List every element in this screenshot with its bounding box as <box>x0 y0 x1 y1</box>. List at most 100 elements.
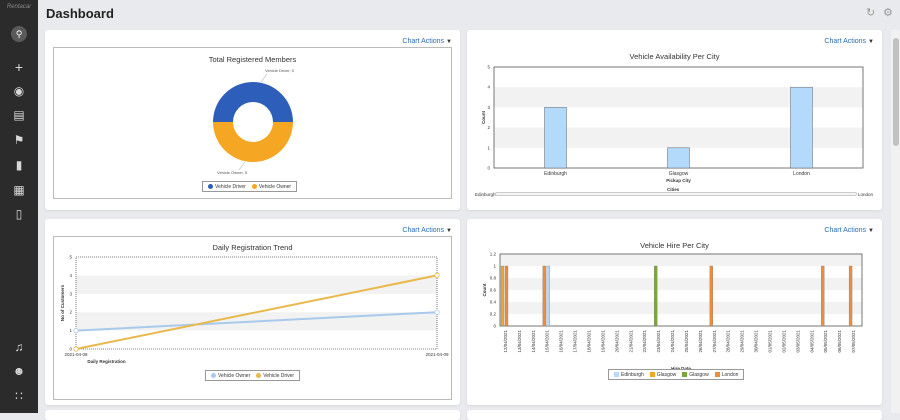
x-tick-label: 27/04/2021 <box>712 330 717 353</box>
page-title: Dashboard <box>46 6 114 21</box>
x-tick-label: 2021-04-08 <box>64 352 88 357</box>
x-axis-label: Daily Registration <box>87 359 126 364</box>
legend-label: Edinburgh <box>621 371 644 378</box>
legend-item[interactable]: Vehicle Driver <box>208 184 246 190</box>
x-tick-label: 18/04/2021 <box>587 330 592 353</box>
y-tick-label: 0 <box>69 347 72 352</box>
bar <box>546 265 550 327</box>
legend-item[interactable]: Edinburgh <box>614 372 644 378</box>
user-icon[interactable]: ☻ <box>12 364 26 378</box>
y-tick-label: 0 <box>487 166 490 171</box>
top-bar: Dashboard ↻ ⚙ <box>38 0 900 26</box>
caret-down-icon: ▼ <box>868 228 874 234</box>
slider-start-label: Edinburgh <box>475 192 496 197</box>
y-tick-label: 1 <box>69 328 72 333</box>
y-tick-label: 5 <box>69 255 72 260</box>
legend-swatch <box>256 373 262 378</box>
y-tick-label: 0.8 <box>490 276 497 281</box>
y-tick-label: 0.2 <box>490 312 497 317</box>
next-card-left <box>45 410 460 420</box>
trend-line-chart: 0 1 2 3 4 5 2021-04-08 2021-04-09 Daily Registra… <box>60 255 449 365</box>
chart-actions-label: Chart Actions <box>402 227 445 234</box>
x-tick-label: 05/05/2021 <box>823 330 828 353</box>
plot-border <box>75 256 438 350</box>
chart-actions-button[interactable]: Chart Actions ▼ <box>824 38 874 45</box>
data-label-leader <box>238 161 246 171</box>
x-tick-label: 04/05/2021 <box>809 330 814 353</box>
legend-swatch <box>251 184 257 189</box>
x-tick-label: 01/05/2021 <box>768 330 773 353</box>
bar <box>667 147 690 169</box>
availability-card: Chart Actions ▼ Vehicle Availability Per … <box>467 30 882 210</box>
y-tick-label: 1 <box>487 145 490 150</box>
x-tick-label: 17/04/2021 <box>573 330 578 353</box>
x-tick-label: 02/05/2021 <box>781 330 786 353</box>
legend-swatch <box>211 373 216 378</box>
x-tick-label: 03/05/2021 <box>795 330 800 353</box>
globe-icon[interactable]: ◉ <box>13 84 25 98</box>
news-icon[interactable]: ▤ <box>13 108 25 122</box>
gear-icon[interactable]: ⚙ <box>883 7 893 19</box>
chart-actions-label: Chart Actions <box>402 38 445 45</box>
x-tick-label: 19/04/2021 <box>600 330 605 353</box>
y-axis-label: Count <box>481 111 486 124</box>
y-tick-label: 3 <box>487 105 490 110</box>
bar <box>542 265 546 327</box>
x-tick-label: 13/04/2021 <box>517 330 522 353</box>
x-tick-label: 30/04/2021 <box>754 330 759 353</box>
refresh-icon[interactable]: ↻ <box>866 7 876 19</box>
document-icon[interactable]: ▯ <box>15 207 23 221</box>
chart-actions-button[interactable]: Chart Actions ▼ <box>402 227 452 234</box>
hire-bar-chart: 0 0.2 0.4 0.6 0.8 1 1.2 12/04/2021 13/04/2021 14/… <box>482 252 863 371</box>
donut-slice <box>213 82 293 122</box>
search-icon[interactable]: ⚲ <box>11 26 27 42</box>
chart-actions-label: Chart Actions <box>824 38 867 45</box>
plus-icon[interactable]: + <box>14 59 24 75</box>
legend-item[interactable]: Glasgow <box>649 371 677 378</box>
x-tick-label: 22/04/2021 <box>642 330 647 353</box>
bar <box>504 265 509 327</box>
y-tick-label: 4 <box>487 85 490 90</box>
legend-item[interactable]: Vehicle Owner <box>251 183 292 190</box>
legend-label: Glasgow <box>656 371 677 378</box>
legend-item[interactable]: Glasgow <box>682 372 709 378</box>
cities-range-slider[interactable] <box>495 192 857 196</box>
x-tick-label: 14/04/2021 <box>531 330 536 353</box>
hire-card: Chart Actions ▼ Vehicle Hire Per City 0 0.… <box>467 219 882 405</box>
x-tick-label: 20/04/2021 <box>614 330 619 353</box>
legend-item[interactable]: Vehicle Driver <box>256 373 294 379</box>
chart-actions-button[interactable]: Chart Actions ▼ <box>402 38 452 45</box>
scrollbar-track[interactable] <box>891 30 900 413</box>
donut-chart: Vehicle Driver, 5 Vehicle Owner, 5 <box>213 68 295 175</box>
x-tick-label: Glasgow <box>669 171 689 177</box>
y-tick-label: 0.6 <box>490 288 497 293</box>
series-line <box>75 311 438 332</box>
chart-actions-button[interactable]: Chart Actions ▼ <box>824 227 874 234</box>
scrollbar-thumb[interactable] <box>893 38 899 146</box>
data-point <box>434 272 440 279</box>
data-label-leader <box>260 73 268 83</box>
bell-icon[interactable]: ♫ <box>14 340 24 354</box>
bar <box>848 265 853 327</box>
y-tick-label: 0 <box>493 324 496 329</box>
apps-icon[interactable]: ∷ <box>15 389 23 403</box>
legend-item[interactable]: London <box>714 372 738 378</box>
y-tick-label: 1.2 <box>490 252 497 257</box>
legend-swatch <box>682 372 688 377</box>
legend-label: Vehicle Owner <box>258 183 292 190</box>
flag-icon[interactable]: ⚑ <box>13 133 25 147</box>
x-tick-label: 21/04/2021 <box>628 330 633 353</box>
chart-title: Total Registered Members <box>208 55 297 64</box>
chart-title: Daily Registration Trend <box>212 243 293 252</box>
x-tick-label: 28/04/2021 <box>726 330 731 353</box>
x-tick-label: 07/05/2021 <box>851 330 856 353</box>
bar <box>544 107 567 169</box>
bar-chart-icon[interactable]: ▮ <box>15 158 23 172</box>
x-tick-label: 29/04/2021 <box>740 330 745 353</box>
y-axis-label: Count <box>482 283 487 296</box>
chart-frame: Daily Registration Trend 0 1 2 3 4 5 2021-04-0… <box>53 236 452 400</box>
slider-title: Cities <box>667 187 680 192</box>
grid-icon[interactable]: ▦ <box>13 183 25 197</box>
legend-item[interactable]: Vehicle Owner <box>211 373 250 379</box>
x-tick-label: 2021-04-09 <box>425 352 449 357</box>
